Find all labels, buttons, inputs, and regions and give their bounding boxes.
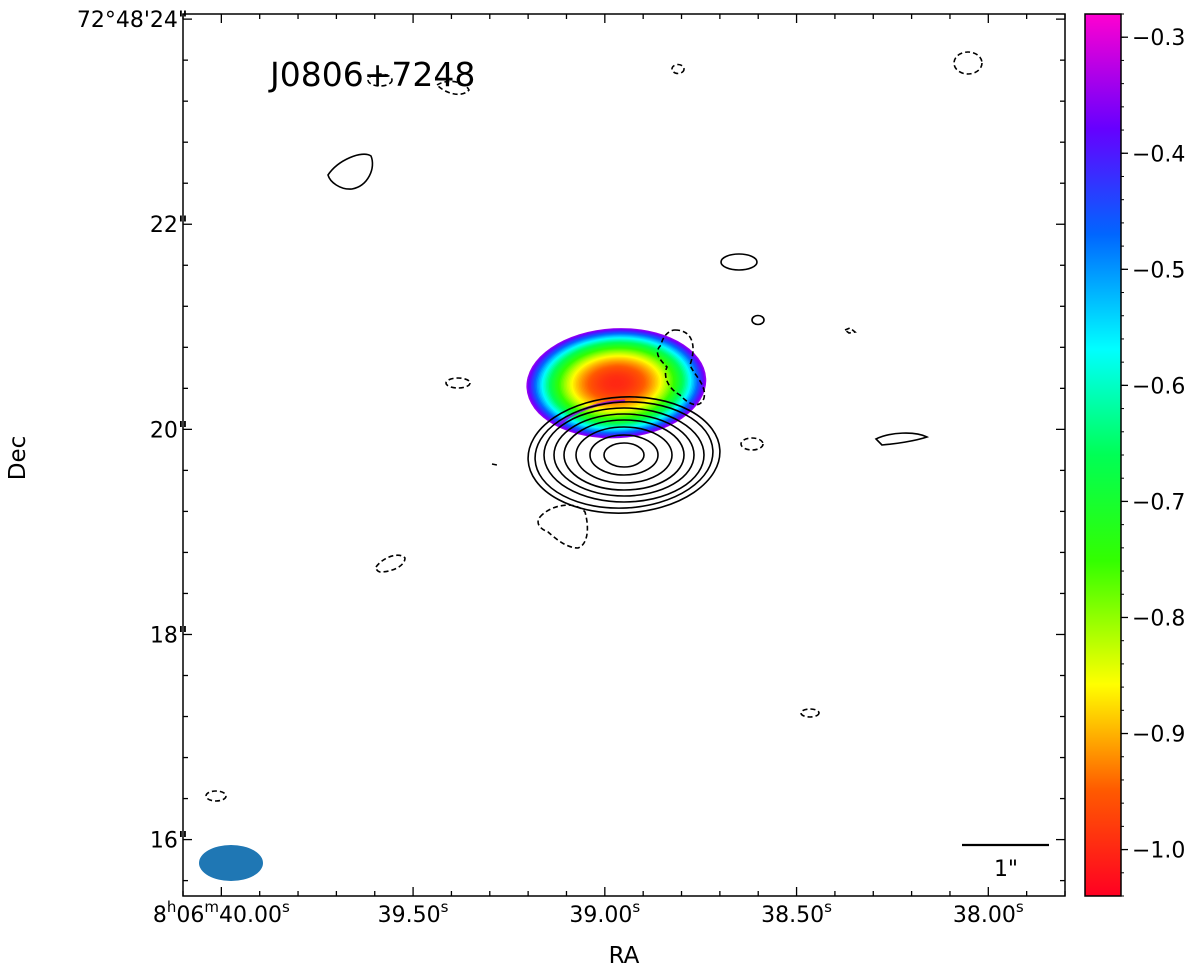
contour-positive <box>874 432 930 446</box>
colorbar-tick-label: −0.3 <box>1132 26 1185 51</box>
contour-positive <box>575 426 673 484</box>
y-tick-label: 16" <box>150 829 188 854</box>
contour-positive <box>527 396 721 514</box>
contour-negative <box>375 554 406 573</box>
contour-positive <box>327 153 374 190</box>
plot-area <box>182 13 1066 897</box>
y-tick-label: 72°48'24" <box>77 8 188 33</box>
colorbar-tick-label: −0.4 <box>1132 142 1185 167</box>
contour-positive <box>603 442 645 468</box>
heatmap-band <box>614 382 618 385</box>
contour-negative <box>205 790 227 802</box>
x-tick-labels: 8h06m40.00s 39.50s 39.00s 38.50s 38.00s <box>153 898 1024 928</box>
y-tick-label: 20" <box>150 418 188 443</box>
colorbar-tick-label: −0.5 <box>1132 258 1185 283</box>
scale-bar-label: 1" <box>994 857 1018 882</box>
contour-negative <box>953 51 983 75</box>
contour-positive <box>543 407 705 503</box>
x-tick-label: 38.50s <box>761 898 832 928</box>
contour-layer <box>205 51 983 802</box>
y-tick-label: 18" <box>150 623 188 648</box>
contour-positive <box>534 401 714 509</box>
y-tick-labels: 72°48'24" 22" 20" 18" 16" <box>77 8 188 853</box>
contour-positive <box>751 314 765 326</box>
chart-title: J0806+7248 <box>268 55 475 94</box>
contour-negative <box>445 377 471 389</box>
x-tick-label: 38.00s <box>953 898 1024 928</box>
colorbar-tick-label: −0.6 <box>1132 374 1185 399</box>
colorbar <box>1084 13 1122 897</box>
contour-positive <box>720 253 758 271</box>
contour-negative <box>671 63 685 75</box>
x-tick-label: 8h06m40.00s <box>153 898 290 928</box>
x-tick-label: 39.50s <box>378 898 449 928</box>
colorbar-ticks: −0.3 −0.4 −0.5 −0.6 −0.7 −0.8 −0.9 −1.0 <box>1121 13 1185 897</box>
contour-positive <box>563 419 685 491</box>
contour-negative <box>843 327 857 334</box>
y-tick-label: 22" <box>150 213 188 238</box>
colorbar-tick-label: −1.0 <box>1132 839 1185 864</box>
contour-negative <box>537 504 589 549</box>
colorbar-tick-label: −0.9 <box>1132 723 1185 748</box>
contour-negative <box>656 329 706 406</box>
contour-negative <box>740 437 764 451</box>
contour-negative <box>435 80 470 96</box>
x-tick-label: 39.00s <box>569 898 640 928</box>
x-axis-title: RA <box>609 943 640 969</box>
contour-positive <box>589 434 659 476</box>
axis-ticks <box>182 14 1066 896</box>
colorbar-tick-label: −0.8 <box>1132 606 1185 631</box>
colorbar-tick-label: −0.7 <box>1132 490 1185 515</box>
contour-negative <box>491 463 498 466</box>
contour-negative <box>800 708 820 718</box>
y-axis-title: Dec <box>5 436 31 481</box>
contour-negative <box>367 73 393 87</box>
beam-ellipse <box>199 845 263 881</box>
contour-positive <box>553 413 695 497</box>
